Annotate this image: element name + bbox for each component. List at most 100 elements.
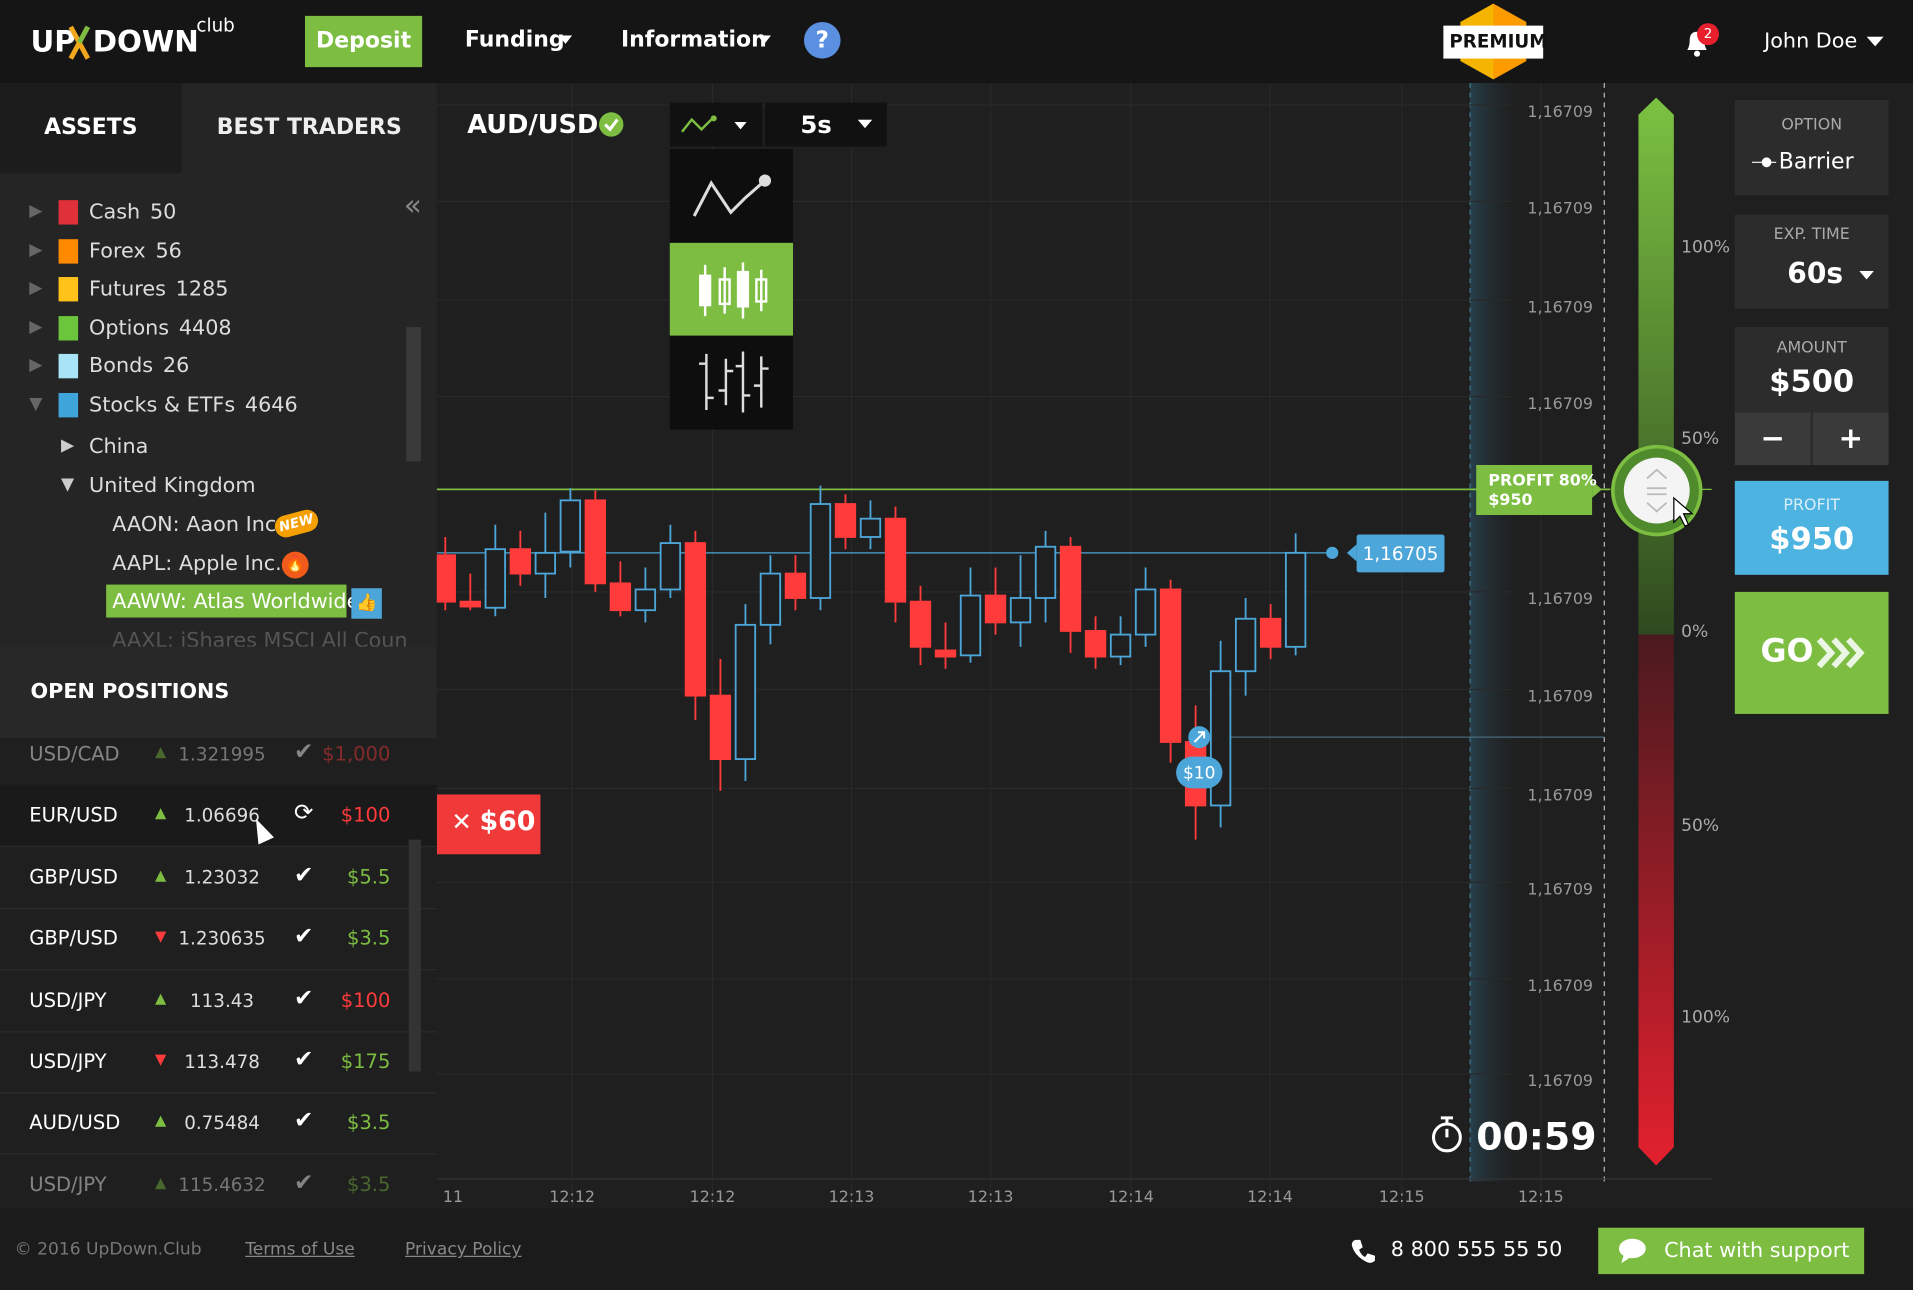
category-row[interactable]: ▶ Bonds 26: [0, 354, 403, 386]
close-amount: $60: [479, 806, 536, 838]
caret: [1866, 36, 1884, 47]
deposit-button[interactable]: Deposit: [305, 15, 423, 68]
category-row[interactable]: ▶ Forex 56: [0, 238, 403, 271]
position-row[interactable]: USD/JPY ▲ 115.4632 ✔ $3.5: [0, 1154, 437, 1208]
pair: USD/JPY: [29, 988, 107, 1012]
caret: [558, 35, 573, 44]
status: ✔: [294, 1045, 314, 1073]
region-row[interactable]: ▼ United Kingdom: [0, 473, 403, 505]
position-row[interactable]: AUD/USD ▲ 0.75484 ✔ $3.5: [0, 1093, 437, 1155]
position-row[interactable]: GBP/USD ▲ 1.23032 ✔ $5.5: [0, 847, 437, 909]
trade-pill: [1176, 756, 1223, 789]
position-row[interactable]: USD/JPY ▲ 113.43 ✔ $100: [0, 970, 437, 1032]
menu-bars[interactable]: [670, 337, 793, 430]
profit-panel: PROFIT $950: [1734, 480, 1889, 575]
asset[interactable]: AAON: Aaon Inc.: [112, 512, 283, 537]
status: ⟳: [294, 799, 314, 827]
amount-value[interactable]: $500: [1769, 363, 1855, 400]
positions-header: OPEN POSITIONS: [0, 646, 437, 739]
symbol[interactable]: AUD/USD: [467, 109, 599, 140]
nav-funding[interactable]: Funding: [464, 26, 565, 53]
price-label: 1,16709: [1527, 102, 1593, 121]
category-row[interactable]: ▶ Futures 1285: [0, 277, 403, 309]
slider-label: 0%: [1681, 622, 1708, 642]
pair: USD/CAD: [29, 742, 120, 766]
category-color: [58, 277, 79, 302]
price: 113.43: [190, 989, 255, 1012]
nav-information[interactable]: Information: [620, 26, 767, 53]
category-row[interactable]: ▶ Options 4408: [0, 315, 403, 348]
exp-time-box[interactable]: EXP. TIME 60s: [1734, 214, 1889, 309]
category-name: Cash: [89, 200, 141, 225]
tab-assets[interactable]: ASSETS: [0, 82, 182, 174]
candle-body: [634, 588, 657, 612]
position-row[interactable]: GBP/USD ▼ 1.230635 ✔ $3.5: [0, 908, 437, 971]
tab-best-traders[interactable]: BEST TRADERS: [216, 114, 402, 141]
cursor: [1673, 496, 1694, 527]
caret: [757, 35, 772, 44]
option-box[interactable]: OPTION Barrier: [1734, 100, 1889, 196]
pair: GBP/USD: [29, 926, 118, 950]
pair: EUR/USD: [29, 803, 118, 827]
asset[interactable]: AAWW: Atlas Worldwide: [112, 589, 360, 615]
close-position[interactable]: ✕ $60: [436, 794, 541, 855]
category: Cash 50: [89, 200, 176, 224]
region-row[interactable]: ▶ China: [0, 434, 403, 466]
status: ✔: [294, 1107, 314, 1135]
go-button[interactable]: GO: [1734, 591, 1889, 714]
logo-up[interactable]: UP: [30, 24, 76, 59]
tree-arrow: ▶: [29, 355, 43, 376]
price-label: 1,16709: [1527, 976, 1593, 995]
status: ✔: [294, 1168, 314, 1196]
category-row[interactable]: ▶ Cash 50: [0, 200, 403, 232]
asset-highlight: [106, 584, 347, 618]
chat-label: Chat with support: [1664, 1238, 1850, 1264]
collapse-button[interactable]: «: [403, 187, 422, 223]
price-label: 1,16709: [1527, 687, 1593, 706]
menu-candles[interactable]: [669, 242, 793, 336]
amount-plus[interactable]: +: [1812, 412, 1889, 465]
amount-minus[interactable]: −: [1734, 412, 1811, 465]
price-tag: [1356, 534, 1445, 573]
privacy-link[interactable]: Privacy Policy: [405, 1239, 522, 1260]
trade-amount: $10: [1183, 764, 1216, 784]
price-label: 1,16709: [1527, 297, 1593, 316]
chart-type-select[interactable]: [669, 102, 763, 147]
option-value: Barrier: [1778, 148, 1854, 175]
time-label: 12:13: [829, 1187, 875, 1206]
profit-box: [1476, 464, 1593, 516]
logo-down[interactable]: DOWN: [92, 24, 199, 59]
direction: ▼: [154, 927, 167, 945]
user-name[interactable]: John Doe: [1764, 29, 1858, 54]
barrier-icon: [1751, 157, 1777, 168]
amount: $175: [340, 1049, 391, 1073]
chat-button[interactable]: Chat with support: [1598, 1227, 1865, 1275]
price: 1.23032: [184, 866, 260, 889]
category-row[interactable]: ▼ Stocks & ETFs 4646: [0, 392, 403, 425]
terms-link[interactable]: Terms of Use: [245, 1239, 355, 1260]
category-name: Futures: [89, 277, 166, 302]
pair: GBP/USD: [29, 865, 118, 889]
position-row[interactable]: USD/JPY ▼ 113.478 ✔ $175: [0, 1031, 437, 1094]
help-button[interactable]: ?: [803, 21, 841, 59]
asset[interactable]: AAPL: Apple Inc.: [112, 551, 282, 576]
interval: 5s: [800, 109, 832, 140]
tree-arrow: ▼: [29, 394, 43, 414]
direction: ▲: [154, 804, 167, 822]
pair: USD/JPY: [29, 1172, 107, 1196]
logo-club: club: [196, 14, 235, 37]
candle-body: [659, 542, 682, 591]
menu-line[interactable]: [670, 149, 793, 242]
tree-arrow: ▶: [61, 435, 75, 456]
time-label: 12:13: [968, 1187, 1014, 1206]
interval-select[interactable]: 5s: [764, 102, 887, 147]
amount: $3.5: [346, 1172, 391, 1196]
candle-body: [784, 572, 807, 599]
status: ✔: [294, 861, 314, 889]
premium-label[interactable]: PREMIUM: [1449, 30, 1548, 53]
position-row[interactable]: EUR/USD ▲ 1.06696 ⟳ $100: [0, 785, 437, 848]
position-row[interactable]: USD/CAD ▲ 1.321995 ✔ $1,000: [0, 738, 437, 786]
price-label: 1,16709: [1527, 394, 1593, 413]
asset[interactable]: AAXL: iShares MSCI All Coun: [112, 628, 408, 647]
tree-arrow: ▶: [29, 201, 43, 221]
